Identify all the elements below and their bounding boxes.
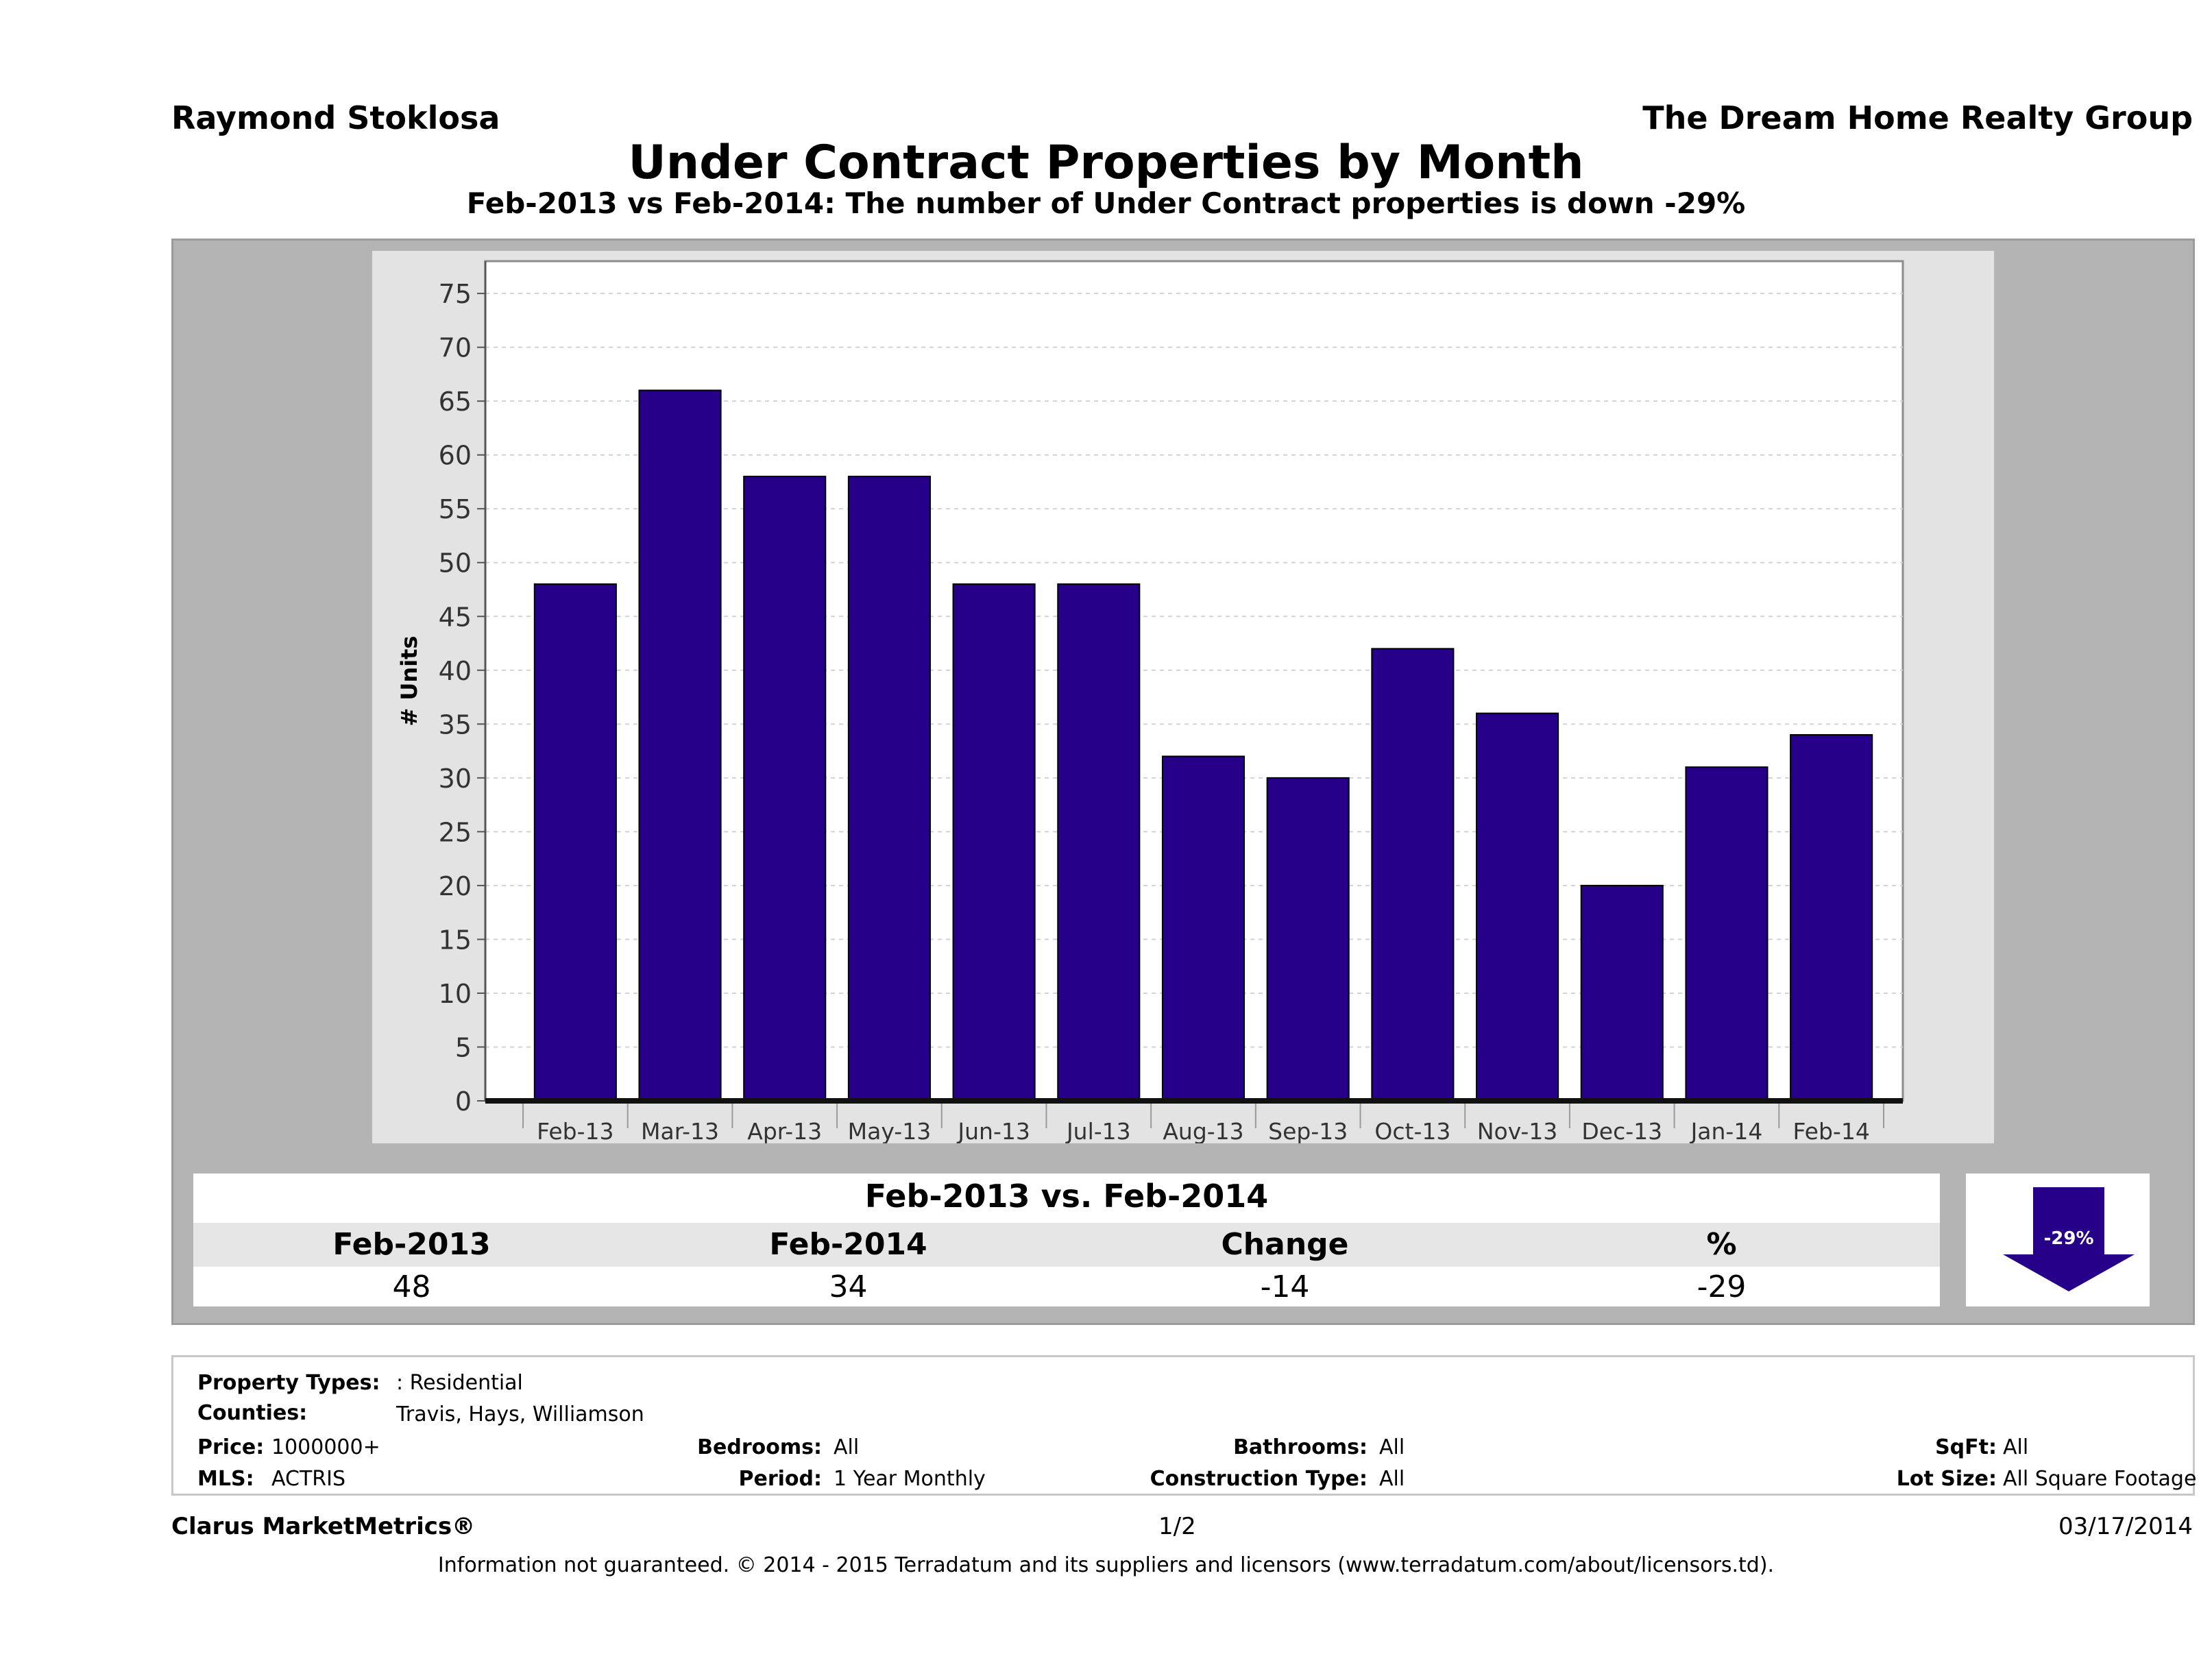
y-tick-label: 20 (439, 871, 472, 901)
brand-name: Clarus MarketMetrics® (171, 1513, 476, 1540)
comparison-value-change: -14 (1260, 1269, 1310, 1304)
x-tick-label: Aug-13 (1163, 1118, 1243, 1143)
x-tick-label: Feb-14 (1792, 1118, 1869, 1143)
x-tick-label: May-13 (848, 1118, 932, 1143)
down-arrow-icon: -29% (2003, 1187, 2135, 1291)
comparison-header-change: Change (1221, 1227, 1349, 1262)
sqft-label: SqFt: (1935, 1435, 1997, 1459)
y-tick-label: 15 (439, 925, 472, 955)
y-tick-label: 35 (439, 709, 472, 740)
change-badge-box: -29% (1966, 1174, 2150, 1306)
y-tick-label: 55 (439, 494, 472, 524)
price-value: 1000000+ (271, 1435, 380, 1459)
bar (1685, 766, 1769, 1102)
comparison-title-row (193, 1174, 1940, 1223)
period-label: Period: (738, 1467, 823, 1491)
price-label: Price: (197, 1435, 265, 1459)
y-tick-label: 70 (439, 333, 472, 363)
period-value: 1 Year Monthly (834, 1467, 986, 1491)
bedrooms-label: Bedrooms: (697, 1435, 822, 1459)
counties-label: Counties: (197, 1401, 308, 1425)
change-badge-text: -29% (2043, 1228, 2093, 1249)
x-tick-label: Nov-13 (1477, 1118, 1557, 1143)
comparison-header-feb-2014: Feb-2014 (769, 1227, 927, 1262)
bar (1057, 583, 1141, 1102)
y-tick-label: 0 (455, 1086, 472, 1117)
mls-value: ACTRIS (271, 1467, 346, 1491)
comparison-value-row (193, 1267, 1940, 1306)
comparison-header-feb-2013: Feb-2013 (332, 1227, 491, 1262)
x-tick-label: Oct-13 (1374, 1118, 1450, 1143)
y-tick-label: 65 (439, 387, 472, 417)
y-tick-label: 60 (439, 441, 472, 471)
bedrooms-value: All (834, 1435, 860, 1459)
y-axis-label: # Units (396, 635, 422, 726)
sqft-value: All (2003, 1435, 2029, 1459)
y-tick-label: 40 (439, 656, 472, 686)
comparison-header-row (193, 1223, 1940, 1267)
comparison-title: Feb-2013 vs. Feb-2014 (864, 1178, 1269, 1215)
mls-label: MLS: (197, 1467, 254, 1491)
bar (952, 583, 1036, 1102)
lot-size-label: Lot Size: (1896, 1467, 1997, 1491)
bar (1161, 755, 1245, 1102)
bar-chart: 0 5 10 15 20 25 30 35 40 45 50 55 60 65 70 75 # Units Feb… (396, 260, 1904, 1143)
x-tick-label: Apr-13 (747, 1118, 822, 1143)
page-subtitle: Feb-2013 vs Feb-2014: The number of Unde… (466, 186, 1746, 220)
y-tick-label: 75 (439, 279, 472, 309)
x-tick-label: Sep-13 (1268, 1118, 1348, 1143)
bar (1790, 734, 1873, 1102)
y-tick-label: 5 (455, 1032, 472, 1062)
construction-type-label: Construction Type: (1150, 1467, 1368, 1491)
construction-type-value: All (1379, 1467, 1405, 1491)
x-tick-label: Jun-13 (956, 1118, 1030, 1143)
y-tick-label: 50 (439, 548, 472, 579)
page-title: Under Contract Properties by Month (628, 136, 1584, 190)
comparison-header-percent: % (1706, 1227, 1737, 1262)
y-tick-label: 25 (439, 817, 472, 847)
comparison-value-percent: -29 (1697, 1269, 1747, 1304)
comparison-value-feb-2014: 34 (829, 1269, 868, 1304)
disclaimer: Information not guaranteed. © 2014 - 201… (437, 1553, 1775, 1577)
x-tick-label: Mar-13 (641, 1118, 719, 1143)
bar (638, 389, 722, 1102)
y-tick-label: 30 (439, 764, 472, 794)
comparison-value-feb-2013: 48 (392, 1269, 431, 1304)
bar (1580, 884, 1664, 1102)
bathrooms-label: Bathrooms: (1233, 1435, 1368, 1459)
bar (1476, 712, 1559, 1102)
page-number: 1/2 (1158, 1513, 1196, 1540)
y-tick-label: 45 (439, 602, 472, 632)
filter-info-box (171, 1355, 2195, 1496)
counties-value: Travis, Hays, Williamson (396, 1402, 644, 1426)
lot-size-value: All Square Footage (2003, 1467, 2197, 1491)
x-tick-label: Feb-13 (537, 1118, 613, 1143)
bathrooms-value: All (1379, 1435, 1405, 1459)
x-tick-label: Jan-14 (1690, 1118, 1763, 1143)
agent-name: Raymond Stoklosa (171, 99, 500, 136)
x-tick-label: Jul-13 (1065, 1118, 1131, 1143)
bar (533, 583, 617, 1102)
bar (743, 476, 827, 1102)
property-types-value: : Residential (396, 1371, 523, 1395)
bar (1371, 648, 1455, 1102)
property-types-label: Property Types: (197, 1371, 380, 1395)
bar (1266, 777, 1350, 1102)
y-tick-label: 10 (439, 979, 472, 1009)
bar (847, 476, 931, 1102)
company-name: The Dream Home Realty Group (1642, 99, 2193, 136)
x-tick-label: Dec-13 (1581, 1118, 1662, 1143)
report-date: 03/17/2014 (2058, 1513, 2193, 1540)
